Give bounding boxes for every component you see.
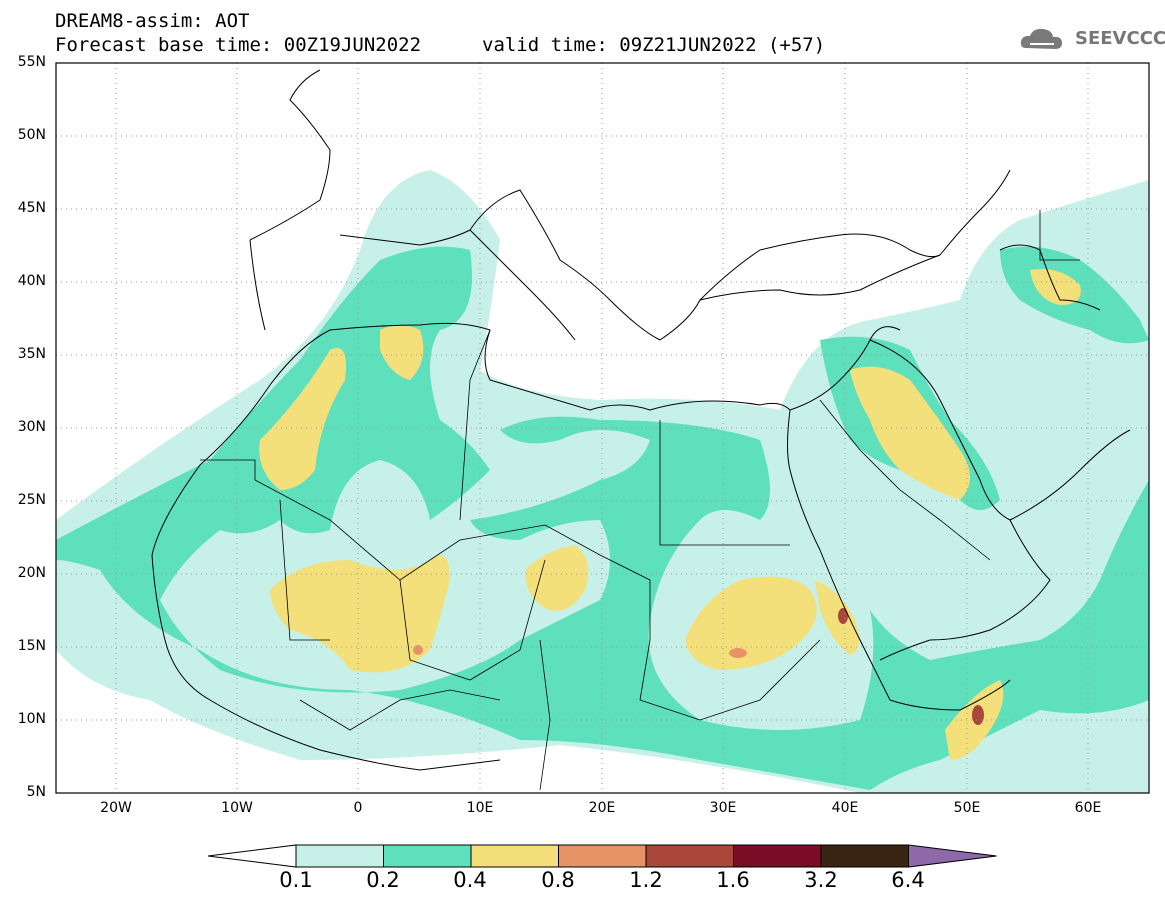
cloud-icon [1020, 28, 1062, 49]
lat-label: 10N [17, 711, 46, 727]
aot-band-0.8-niger [413, 645, 423, 655]
aot-band-0.4-kazakh [1030, 269, 1081, 305]
aot-band-0.4-iraq [850, 366, 970, 500]
lat-label: 15N [17, 638, 46, 654]
lat-label: 50N [17, 127, 46, 143]
title-line: DREAM8-assim: AOT [55, 10, 250, 32]
aot-band-0.8-sudan [729, 648, 747, 658]
graticule [56, 63, 1149, 793]
colorbar-label: 0.4 [453, 868, 487, 892]
lon-label: 0 [353, 800, 363, 816]
aot-band-0.4-chad [525, 545, 589, 611]
aot-band-0.4-sahel [270, 555, 450, 673]
country-borders [200, 210, 1080, 791]
lat-label: 55N [17, 54, 46, 70]
colorbar-label: 0.1 [279, 868, 313, 892]
lat-label: 35N [17, 346, 46, 362]
lon-label: 20E [588, 800, 616, 816]
lat-label: 40N [17, 273, 46, 289]
aot-band-1.2-redsea [838, 608, 848, 624]
colorbar-label: 0.8 [541, 868, 575, 892]
valid-time-line: valid time: 09Z21JUN2022 (+57) [482, 34, 826, 56]
base-time-line: Forecast base time: 00Z19JUN2022 [55, 34, 422, 56]
coastlines [151, 69, 1131, 771]
aot-band-0.4-morocco [259, 348, 346, 490]
lat-label: 5N [26, 784, 46, 800]
lat-label: 45N [17, 200, 46, 216]
lon-label: 20W [100, 800, 132, 816]
lat-label: 20N [17, 565, 46, 581]
lon-label: 60E [1074, 800, 1102, 816]
lon-label: 10W [221, 800, 253, 816]
aot-band-1.2-somalia [972, 705, 984, 725]
aot-band-0.4-sudan [685, 576, 817, 670]
logo-text: SEEVCCC [1075, 28, 1165, 49]
colorbar-label: 6.4 [891, 868, 925, 892]
lat-label: 25N [17, 492, 46, 508]
colorbar-label: 1.2 [629, 868, 663, 892]
lon-label: 50E [953, 800, 981, 816]
colorbar-label: 0.2 [366, 868, 400, 892]
colorbar-label: 1.6 [716, 868, 750, 892]
aot-band-0.4-algeria [380, 325, 424, 380]
lat-label: 30N [17, 419, 46, 435]
lon-label: 40E [831, 800, 859, 816]
lon-label: 30E [709, 800, 737, 816]
colorbar-label: 3.2 [804, 868, 838, 892]
aot-band-0.4-redsea [815, 580, 859, 655]
lon-label: 10E [466, 800, 494, 816]
